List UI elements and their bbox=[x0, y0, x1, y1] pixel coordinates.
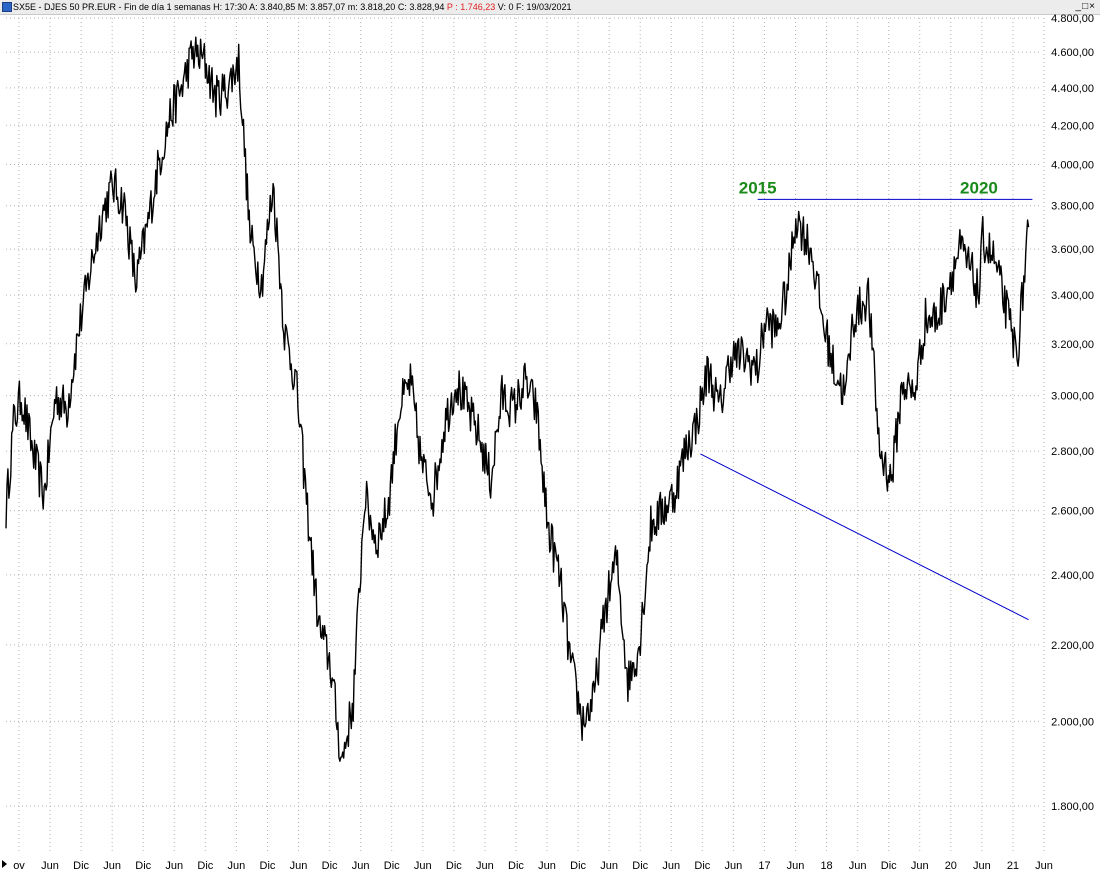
chart-annotations: 2015 2020 bbox=[739, 178, 998, 197]
chart-window-icon bbox=[2, 2, 12, 12]
price-series bbox=[5, 36, 1030, 762]
x-tick-label: Jun bbox=[228, 860, 246, 872]
x-tick-label: Dic bbox=[446, 860, 462, 872]
close-value: C: 3.828,94 bbox=[397, 2, 445, 12]
y-tick-label: 4.400,00 bbox=[1051, 83, 1094, 95]
x-tick-label: Jun bbox=[103, 860, 121, 872]
x-tick-label: Jun bbox=[165, 860, 183, 872]
y-tick-label: 4.200,00 bbox=[1051, 120, 1094, 132]
x-tick-label: Dic bbox=[260, 860, 276, 872]
scroll-left-arrow[interactable] bbox=[2, 860, 7, 868]
x-tick-label: Jun bbox=[538, 860, 556, 872]
x-tick-label: Jun bbox=[1035, 860, 1053, 872]
x-tick-label: 18 bbox=[820, 860, 832, 872]
time: H: 17:30 bbox=[213, 2, 248, 12]
y-tick-label: 1.800,00 bbox=[1051, 801, 1094, 813]
x-tick-label: Dic bbox=[632, 860, 648, 872]
y-tick-label: 3.600,00 bbox=[1051, 244, 1094, 256]
x-tick-label: Dic bbox=[135, 860, 151, 872]
instrument-name: DJES 50 PR.EUR bbox=[44, 2, 117, 12]
period: Fin de día 1 semanas bbox=[124, 2, 211, 12]
chart-grid bbox=[6, 17, 1045, 852]
x-tick-label: Jun bbox=[725, 860, 743, 872]
y-tick-label: 3.400,00 bbox=[1051, 290, 1094, 302]
y-tick-label: 3.200,00 bbox=[1051, 339, 1094, 351]
x-tick-label: Dic bbox=[694, 860, 710, 872]
symbol: SX5E bbox=[13, 2, 37, 12]
x-tick-label: Jun bbox=[662, 860, 680, 872]
x-tick-label: 21 bbox=[1007, 860, 1019, 872]
x-tick-label: Dic bbox=[881, 860, 897, 872]
y-tick-label: 4.800,00 bbox=[1051, 13, 1094, 25]
y-tick-label: 2.400,00 bbox=[1051, 570, 1094, 582]
year-annotation: 2020 bbox=[960, 178, 998, 197]
y-tick-label: 2.800,00 bbox=[1051, 446, 1094, 458]
drawn-lines bbox=[700, 198, 1033, 621]
y-axis-labels: 1.800,00 2.000,00 2.200,00 2.400,00 2.600,00… bbox=[1051, 13, 1094, 813]
y-tick-label: 3.000,00 bbox=[1051, 391, 1094, 403]
x-tick-label: Dic bbox=[570, 860, 586, 872]
x-tick-label: Dic bbox=[384, 860, 400, 872]
window-controls[interactable]: _□× bbox=[1075, 1, 1096, 12]
y-tick-label: 4.600,00 bbox=[1051, 47, 1094, 59]
open-value: A: 3.840,85 bbox=[249, 2, 296, 12]
date-value: F: 19/03/2021 bbox=[515, 2, 572, 12]
x-tick-label: Dic bbox=[508, 860, 524, 872]
x-tick-label: Jun bbox=[476, 860, 494, 872]
trend-line bbox=[700, 453, 1029, 621]
price-line bbox=[5, 36, 1030, 762]
y-tick-label: 3.800,00 bbox=[1051, 201, 1094, 213]
x-tick-label: Jun bbox=[414, 860, 432, 872]
chart-info-line: SX5E - DJES 50 PR.EUR - Fin de día 1 sem… bbox=[13, 2, 572, 12]
x-tick-label: Jun bbox=[787, 860, 805, 872]
x-tick-label: Jun bbox=[911, 860, 929, 872]
y-tick-label: 2.200,00 bbox=[1051, 640, 1094, 652]
x-tick-label: Jun bbox=[600, 860, 618, 872]
y-tick-label: 2.600,00 bbox=[1051, 506, 1094, 518]
high-value: M: 3.857,07 bbox=[297, 2, 346, 12]
y-tick-label: 2.000,00 bbox=[1051, 716, 1094, 728]
x-tick-label: Dic bbox=[322, 860, 338, 872]
x-tick-label: Jun bbox=[849, 860, 867, 872]
volume-value: V: 0 bbox=[497, 2, 514, 12]
x-tick-label: 20 bbox=[945, 860, 957, 872]
x-tick-label: 17 bbox=[758, 860, 770, 872]
x-tick-label: Jun bbox=[973, 860, 991, 872]
x-tick-label: ov bbox=[13, 860, 25, 872]
change-value: P : 1.746,23 bbox=[446, 2, 496, 12]
x-tick-label: Jun bbox=[352, 860, 370, 872]
year-annotation: 2015 bbox=[739, 178, 777, 197]
y-tick-label: 4.000,00 bbox=[1051, 159, 1094, 171]
x-tick-label: Jun bbox=[41, 860, 59, 872]
x-tick-label: Jun bbox=[290, 860, 308, 872]
low-value: m: 3.818,20 bbox=[347, 2, 396, 12]
x-axis-labels: ov Jun Dic Jun Dic Jun Dic Jun Dic Jun Dic Jun Dic Ju… bbox=[13, 860, 1053, 872]
chart-title-bar: SX5E - DJES 50 PR.EUR - Fin de día 1 sem… bbox=[0, 0, 1100, 15]
x-tick-label: Dic bbox=[73, 860, 89, 872]
x-tick-label: Dic bbox=[197, 860, 213, 872]
